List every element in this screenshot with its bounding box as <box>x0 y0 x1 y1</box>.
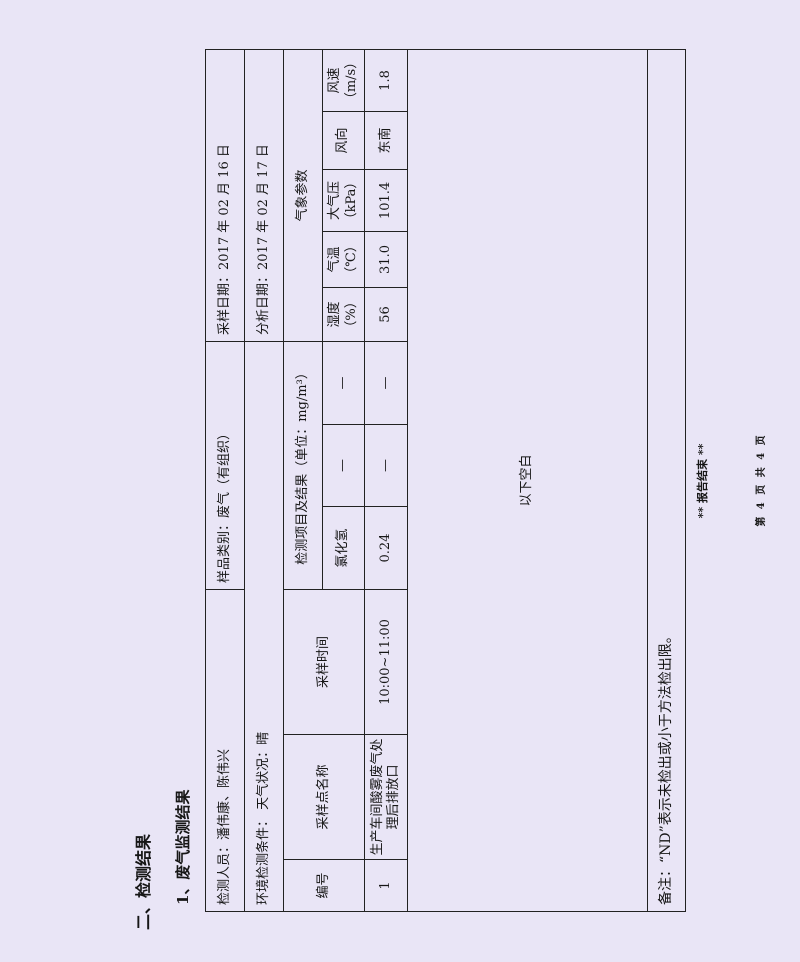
cell-humidity: 56 <box>364 287 408 342</box>
blank-row: 以下空白 <box>407 49 648 912</box>
cell-wind-dir: 东南 <box>364 111 408 170</box>
header-humidity: 湿度（%） <box>322 287 365 342</box>
report-end: ** 报告结束 ** <box>696 443 709 519</box>
cell-no: 1 <box>364 859 408 912</box>
header-wind-speed: 风速（m/s） <box>322 49 365 112</box>
header-time: 采样时间 <box>283 589 365 735</box>
blank-note: 以下空白 <box>407 49 648 912</box>
header-item2: — <box>322 424 365 507</box>
header-temperature: 气温（℃） <box>322 231 365 288</box>
sampling-date: 采样日期：2017 年 02 月 16 日 <box>205 49 245 342</box>
cell-temperature: 31.0 <box>364 231 408 288</box>
header-no: 编号 <box>283 859 365 912</box>
info-row-2: 环境检测条件： 天气状况：晴 分析日期：2017 年 02 月 17 日 <box>244 49 284 912</box>
table-row: 1 生产车间酸雾废气处理后排放口 10:00~11:00 0.24 — — 56… <box>364 49 408 912</box>
header-wind-dir: 风向 <box>322 111 365 170</box>
inspectors: 检测人员：潘伟康、陈伟兴 <box>205 589 245 912</box>
subsection-title: 1、废气监测结果 <box>174 789 192 905</box>
section-title: 二、检测结果 <box>134 833 153 930</box>
header-pressure: 大气压（kPa） <box>322 169 365 232</box>
page-number: 第 4 页 共 4 页 <box>756 435 767 527</box>
cell-item3: — <box>364 341 408 425</box>
info-row-1: 检测人员：潘伟康、陈伟兴 样品类别：废气（有组织） 采样日期：2017 年 02… <box>205 49 245 912</box>
analysis-date: 分析日期：2017 年 02 月 17 日 <box>244 49 284 342</box>
cell-site: 生产车间酸雾废气处理后排放口 <box>364 734 408 860</box>
cell-wind-speed: 1.8 <box>364 49 408 112</box>
sample-type: 样品类别：废气（有组织） <box>205 341 245 590</box>
header-row: 编号 采样点名称 采样时间 检测项目及结果（单位：mg/m³） 气象参数 <box>283 49 365 912</box>
cell-item2: — <box>364 424 408 507</box>
results-table: 检测人员：潘伟康、陈伟兴 样品类别：废气（有组织） 采样日期：2017 年 02… <box>205 49 686 912</box>
header-site: 采样点名称 <box>283 734 365 860</box>
cell-pressure: 101.4 <box>364 169 408 232</box>
header-item1: 氯化氢 <box>322 506 365 590</box>
cell-item1: 0.24 <box>364 506 408 590</box>
header-item3: — <box>322 341 365 425</box>
cell-time: 10:00~11:00 <box>364 589 408 735</box>
header-weather: 气象参数 <box>283 49 323 342</box>
remark: 备注：“ND”表示未检出或小于方法检出限。 <box>647 49 686 912</box>
conditions: 环境检测条件： 天气状况：晴 <box>244 341 284 912</box>
header-items: 检测项目及结果（单位：mg/m³） <box>283 341 323 590</box>
remark-row: 备注：“ND”表示未检出或小于方法检出限。 <box>647 49 686 912</box>
